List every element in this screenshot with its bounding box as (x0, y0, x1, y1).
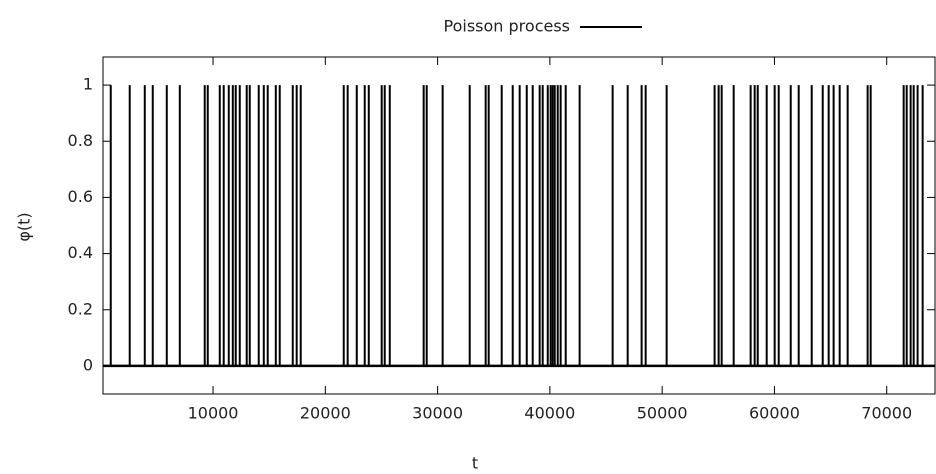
x-axis-label: t (472, 454, 478, 473)
x-tick-label: 30000 (412, 404, 463, 423)
legend-label: Poisson process (444, 17, 570, 36)
y-tick-label: 0.8 (68, 131, 93, 150)
plot-frame (102, 56, 936, 395)
y-axis-label: φ(t) (15, 212, 34, 241)
y-tick-label: 0 (83, 355, 93, 374)
x-tick-label: 40000 (524, 404, 575, 423)
y-tick-label: 1 (83, 75, 93, 94)
x-tick-label: 60000 (749, 404, 800, 423)
x-tick-label: 70000 (861, 404, 912, 423)
x-tick-label: 20000 (300, 404, 351, 423)
y-tick-label: 0.4 (68, 243, 93, 262)
y-tick-label: 0.6 (68, 187, 93, 206)
x-tick-label: 10000 (188, 404, 239, 423)
y-tick-label: 0.2 (68, 299, 93, 318)
x-tick-label: 50000 (637, 404, 688, 423)
